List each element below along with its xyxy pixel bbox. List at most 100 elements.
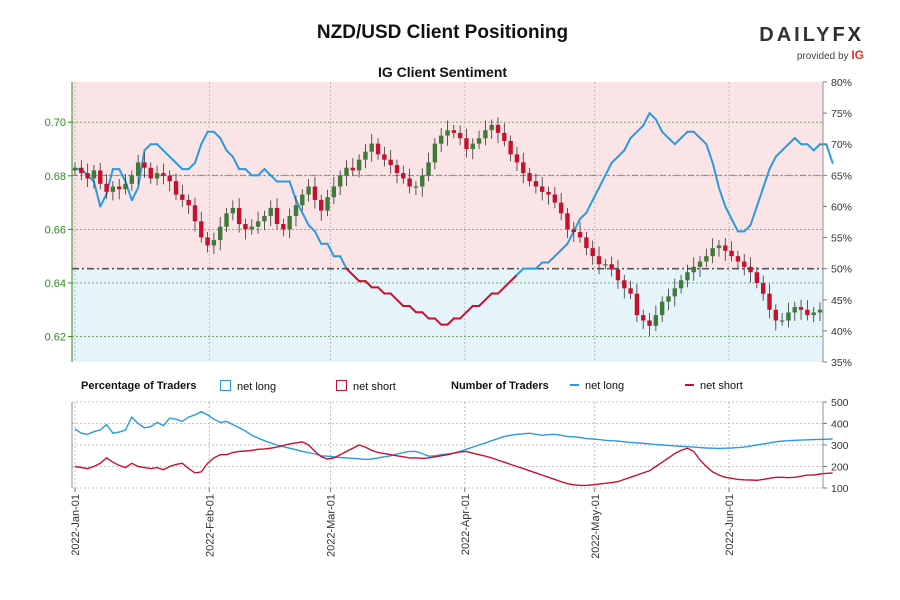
sentiment-line-segment: [389, 292, 398, 301]
sentiment-line-segment: [459, 311, 468, 320]
candle-body: [167, 175, 172, 182]
sentiment-line-segment: [395, 298, 405, 307]
traders-long-line: [74, 410, 833, 461]
sentiment-line-segment: [515, 267, 525, 276]
sentiment-line-segment: [705, 143, 714, 164]
legend-pct-long: net long: [220, 380, 276, 393]
sentiment-line-segment: [692, 130, 702, 139]
candle-body: [91, 170, 97, 179]
sentiment-line-segment: [294, 199, 304, 214]
candle-body: [742, 261, 747, 267]
sentiment-line-segment: [699, 137, 708, 146]
sentiment-line-segment: [673, 137, 683, 146]
candle-body: [211, 240, 217, 246]
candle-body: [173, 181, 179, 195]
candle-body: [274, 207, 280, 225]
candle-body: [79, 167, 84, 174]
sentiment-line-segment: [118, 168, 127, 183]
sentiment-line-segment: [219, 137, 228, 152]
candle-body: [356, 159, 362, 171]
traders-tick-label: 300: [831, 440, 849, 452]
candle-body: [85, 173, 90, 179]
sentiment-line-segment: [130, 186, 140, 202]
sentiment-line-segment: [579, 211, 588, 220]
legend-pct-short-label: net short: [353, 381, 396, 393]
sentiment-line-segment: [225, 149, 234, 158]
price-tick-label: 0.66: [45, 224, 66, 236]
sentiment-line-segment: [421, 311, 430, 320]
candle-body: [142, 162, 147, 168]
candle-body: [432, 143, 438, 163]
sentiment-line-segment: [433, 317, 443, 326]
sentiment-line-segment: [156, 143, 165, 152]
candle-body: [148, 167, 153, 179]
candle-body: [779, 320, 785, 322]
sentiment-line-segment: [547, 255, 556, 264]
candle-body: [401, 173, 406, 179]
candle-body: [470, 143, 475, 149]
price-tick-label: 0.70: [45, 117, 66, 129]
legend-pct-long-label: net long: [237, 381, 277, 393]
candle-body: [786, 312, 791, 321]
candle-body: [438, 135, 444, 144]
candle-body: [609, 264, 614, 270]
candle-body: [628, 288, 633, 294]
candle-body: [672, 288, 677, 297]
candle-body: [300, 194, 305, 206]
candle-body: [186, 199, 191, 206]
sentiment-line-segment: [408, 305, 417, 314]
sentiment-line-segment: [377, 286, 386, 295]
candle-body: [312, 186, 318, 200]
sentiment-line-segment: [572, 217, 582, 233]
ig-logo: IG: [851, 48, 864, 62]
candle-body: [161, 173, 166, 176]
candle-body: [590, 248, 595, 257]
sentiment-line-segment: [339, 255, 348, 270]
sentiment-line-segment: [137, 149, 146, 189]
sentiment-line-segment: [465, 305, 474, 314]
candle-body: [552, 194, 558, 203]
candle-body: [281, 224, 286, 230]
candle-body: [116, 186, 122, 190]
candle-body: [615, 269, 621, 281]
sentiment-line-segment: [364, 280, 373, 289]
sentiment-line-segment: [806, 143, 815, 152]
candle-body: [540, 186, 545, 192]
sentiment-line-segment: [484, 292, 493, 301]
candle-body: [704, 256, 709, 262]
sentiment-line-segment: [193, 143, 203, 164]
sentiment-line-segment: [793, 137, 803, 146]
candle-body: [760, 282, 766, 294]
traders-tick-label: 400: [831, 419, 849, 431]
candle-body: [180, 194, 185, 200]
sentiment-line-segment: [534, 261, 544, 270]
sentiment-line-segment: [257, 168, 266, 177]
candle-body: [243, 224, 248, 230]
sentiment-line-segment: [301, 211, 310, 227]
candle-body: [218, 226, 223, 241]
sentiment-line-segment: [743, 224, 752, 233]
legend-num-title: Number of Traders: [451, 380, 549, 392]
date-tick-label: 2022-Mar-01: [326, 494, 338, 557]
candle-body: [521, 162, 526, 174]
candle-body: [451, 130, 457, 133]
logo-brand-fx: FX: [832, 24, 864, 46]
sentiment-line-segment: [351, 273, 361, 283]
sentiment-line-segment: [610, 155, 619, 164]
percent-tick-label: 70%: [831, 139, 852, 151]
candle-body: [426, 162, 431, 176]
candle-body: [729, 250, 734, 257]
percent-tick-label: 40%: [831, 326, 852, 338]
date-tick-label: 2022-Jan-01: [70, 494, 82, 556]
legend-line-long-icon: [570, 384, 579, 386]
candle-body: [268, 207, 273, 216]
sentiment-line-segment: [92, 180, 102, 208]
sentiment-line-segment: [604, 161, 613, 177]
traders-tick-label: 100: [831, 483, 849, 495]
candle-body: [666, 296, 671, 302]
candle-body: [571, 229, 576, 233]
sentiment-line-segment: [99, 193, 108, 208]
sentiment-line-segment: [825, 143, 834, 164]
sentiment-line-segment: [755, 186, 765, 208]
